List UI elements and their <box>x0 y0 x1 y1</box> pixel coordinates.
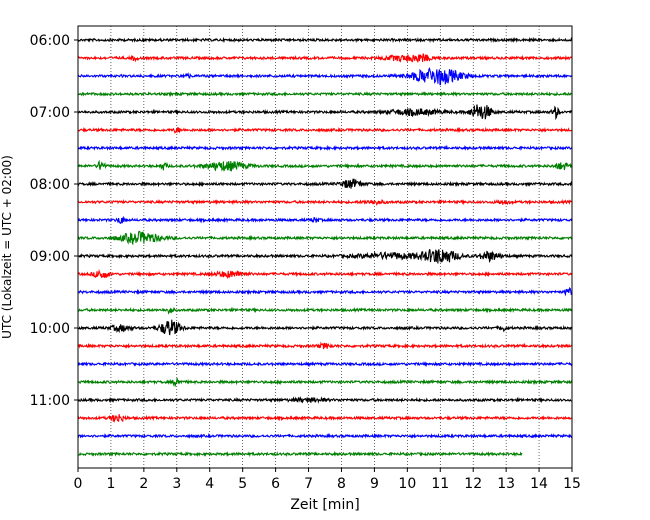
x-tick-label: 2 <box>139 476 148 492</box>
x-tick-label: 15 <box>563 476 581 492</box>
seismic-trace <box>77 36 573 44</box>
seismic-trace <box>78 126 572 134</box>
y-tick-label: 07:00 <box>30 105 70 121</box>
seismic-trace <box>77 90 572 98</box>
x-tick-label: 9 <box>370 476 379 492</box>
seismic-trace <box>77 306 573 315</box>
seismic-trace <box>77 159 572 172</box>
x-tick-label: 4 <box>205 476 214 492</box>
seismic-trace <box>77 144 573 152</box>
seismic-trace <box>77 215 573 224</box>
y-axis-ticks: 06:00 07:00 08:00 09:00 10:00 11:00 <box>30 33 78 409</box>
x-tick-label: 5 <box>238 476 247 492</box>
plot-frame <box>77 25 573 469</box>
x-tick-label: 0 <box>74 476 83 492</box>
seismic-trace <box>77 396 572 404</box>
y-tick-label: 08:00 <box>30 177 70 193</box>
x-axis-label: Zeit [min] <box>290 497 359 513</box>
seismic-trace <box>77 360 573 368</box>
seismic-trace <box>77 53 573 63</box>
x-tick-label: 3 <box>172 476 181 492</box>
x-tick-label: 11 <box>431 476 449 492</box>
seismic-trace <box>77 230 573 246</box>
x-tick-label: 7 <box>304 476 313 492</box>
y-tick-label: 09:00 <box>30 249 70 265</box>
seismic-trace <box>77 319 573 336</box>
traces <box>77 36 573 458</box>
seismic-trace <box>78 248 573 264</box>
seismic-trace <box>77 341 572 350</box>
x-axis-ticks: 0 1 2 3 4 5 6 7 8 9 10 11 12 13 14 15 <box>74 468 581 492</box>
x-tick-label: 6 <box>271 476 280 492</box>
seismic-trace <box>77 198 572 207</box>
seismic-trace <box>77 450 523 458</box>
seismic-trace <box>77 268 573 280</box>
y-tick-label: 06:00 <box>30 33 70 49</box>
seismic-trace <box>77 432 573 439</box>
seismic-trace <box>77 414 572 423</box>
seismic-trace <box>77 67 573 86</box>
x-tick-label: 12 <box>464 476 482 492</box>
seismic-trace <box>77 178 573 189</box>
y-axis-label: UTC (Lokalzeit = UTC + 02:00) <box>0 155 14 339</box>
seismic-trace <box>77 104 573 121</box>
seismic-trace <box>77 377 573 388</box>
seismic-trace <box>77 286 573 297</box>
x-tick-label: 10 <box>398 476 416 492</box>
x-tick-label: 14 <box>530 476 548 492</box>
x-tick-label: 8 <box>337 476 346 492</box>
x-tick-label: 13 <box>497 476 515 492</box>
y-tick-label: 11:00 <box>30 393 70 409</box>
x-tick-label: 1 <box>106 476 115 492</box>
y-tick-label: 10:00 <box>30 321 70 337</box>
